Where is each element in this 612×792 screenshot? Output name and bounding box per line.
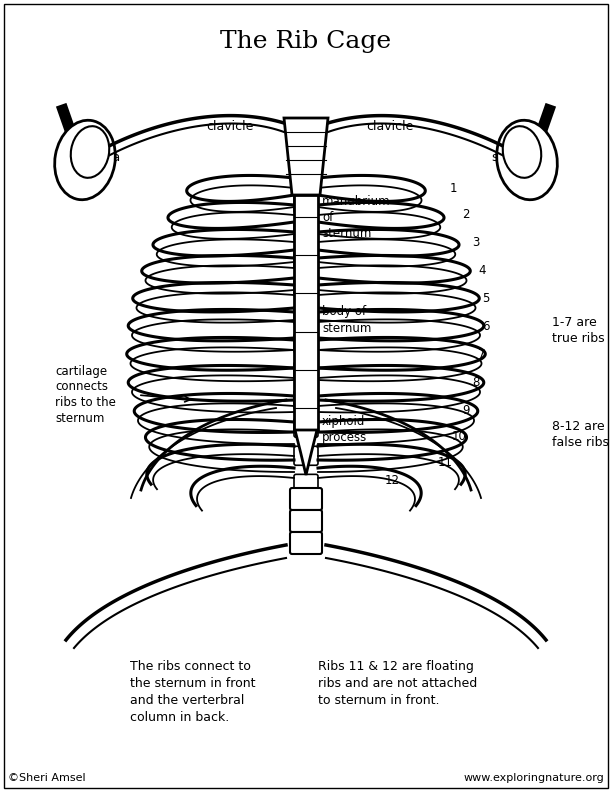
Text: www.exploringnature.org: www.exploringnature.org bbox=[463, 773, 604, 783]
Text: xiphoid
process: xiphoid process bbox=[322, 416, 367, 444]
Text: body of
sternum: body of sternum bbox=[322, 306, 371, 334]
Text: The ribs connect to
the sternum in front
and the verterbral
column in back.: The ribs connect to the sternum in front… bbox=[130, 660, 255, 724]
Text: clavicle: clavicle bbox=[367, 120, 414, 133]
Text: 1-7 are
true ribs: 1-7 are true ribs bbox=[552, 315, 605, 345]
Text: 12: 12 bbox=[385, 474, 400, 486]
Text: 5: 5 bbox=[482, 291, 490, 304]
FancyBboxPatch shape bbox=[294, 502, 318, 521]
FancyBboxPatch shape bbox=[290, 510, 322, 532]
FancyBboxPatch shape bbox=[290, 532, 322, 554]
FancyBboxPatch shape bbox=[294, 446, 318, 465]
FancyBboxPatch shape bbox=[294, 334, 318, 353]
Text: 1: 1 bbox=[450, 181, 458, 195]
Text: scapula: scapula bbox=[72, 151, 120, 165]
Text: 3: 3 bbox=[472, 237, 479, 249]
Ellipse shape bbox=[54, 120, 115, 200]
Text: scapula: scapula bbox=[492, 151, 540, 165]
Text: Ribs 11 & 12 are floating
ribs and are not attached
to sternum in front.: Ribs 11 & 12 are floating ribs and are n… bbox=[318, 660, 477, 707]
Text: clavicle: clavicle bbox=[206, 120, 254, 133]
Text: 4: 4 bbox=[478, 264, 485, 276]
FancyBboxPatch shape bbox=[294, 390, 318, 409]
FancyBboxPatch shape bbox=[294, 306, 318, 325]
FancyBboxPatch shape bbox=[294, 362, 318, 381]
FancyBboxPatch shape bbox=[294, 418, 318, 437]
FancyBboxPatch shape bbox=[294, 474, 318, 493]
Polygon shape bbox=[294, 195, 318, 430]
Text: 7: 7 bbox=[478, 348, 485, 361]
Text: ©Sheri Amsel: ©Sheri Amsel bbox=[8, 773, 86, 783]
Ellipse shape bbox=[497, 120, 558, 200]
FancyBboxPatch shape bbox=[294, 222, 318, 241]
Polygon shape bbox=[284, 118, 328, 195]
Text: 2: 2 bbox=[462, 208, 469, 222]
Ellipse shape bbox=[502, 126, 541, 178]
Ellipse shape bbox=[71, 126, 110, 178]
Text: 6: 6 bbox=[482, 319, 490, 333]
FancyBboxPatch shape bbox=[294, 249, 318, 268]
Text: manubrium
of
sternum: manubrium of sternum bbox=[322, 195, 390, 240]
Text: 10: 10 bbox=[452, 429, 467, 443]
Text: The Rib Cage: The Rib Cage bbox=[220, 30, 392, 53]
Text: 8-12 are
false ribs: 8-12 are false ribs bbox=[552, 421, 609, 450]
FancyBboxPatch shape bbox=[294, 531, 318, 550]
Text: cartilage
connects
ribs to the
sternum: cartilage connects ribs to the sternum bbox=[55, 364, 116, 425]
FancyBboxPatch shape bbox=[290, 488, 322, 510]
Text: 8: 8 bbox=[472, 376, 479, 390]
FancyBboxPatch shape bbox=[294, 278, 318, 297]
FancyBboxPatch shape bbox=[294, 166, 318, 185]
Polygon shape bbox=[295, 430, 317, 475]
Text: 11: 11 bbox=[438, 455, 453, 469]
Text: 9: 9 bbox=[462, 403, 469, 417]
FancyBboxPatch shape bbox=[294, 193, 318, 212]
